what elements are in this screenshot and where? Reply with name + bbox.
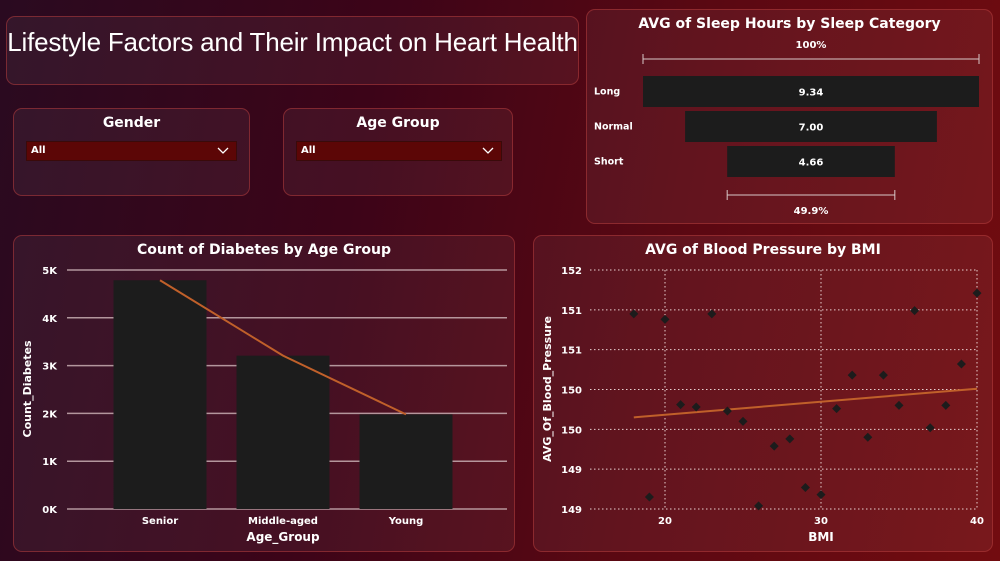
scatter-point [660, 314, 670, 324]
scatter-point [863, 432, 873, 442]
scatter-point [644, 492, 654, 502]
funnel-top-percent: 100% [796, 40, 827, 51]
scatter-x-tick-label: 40 [970, 516, 984, 527]
gender-selected-value: All [31, 145, 46, 156]
scatter-point [878, 370, 888, 380]
scatter-y-tick-label: 150 [561, 425, 582, 436]
scatter-point [956, 359, 966, 369]
bar-overlay-line [159, 279, 407, 416]
scatter-y-tick-label: 151 [561, 306, 582, 317]
scatter-point [722, 406, 732, 416]
bar-y-tick-label: 4K [42, 314, 58, 325]
gender-slicer: Gender All [13, 108, 250, 196]
scatter-x-axis-title: BMI [808, 530, 834, 544]
sleep-funnel-chart: 100% 9.34 Long 7.00 Normal 4.66 Short 49.9% [594, 40, 980, 217]
bar-x-tick-label: Senior [142, 516, 178, 527]
scatter-point [738, 416, 748, 426]
bp-scatter-card: AVG of Blood Pressure by BMI 149 149 150 15… [533, 235, 993, 552]
bar-y-tick-label: 0K [42, 505, 58, 516]
funnel-bottom-percent: 49.9% [794, 206, 829, 217]
title-card: Lifestyle Factors and Their Impact on He… [6, 16, 579, 85]
funnel-bar [643, 76, 979, 107]
scatter-y-tick-label: 149 [561, 505, 582, 516]
scatter-point [785, 434, 795, 444]
bar [236, 355, 330, 509]
scatter-trend-line [633, 387, 978, 419]
bar-y-axis-title: Count_Diabetes [21, 340, 34, 437]
diabetes-chart-title: Count of Diabetes by Age Group [136, 242, 391, 258]
bar-y-tick-label: 5K [42, 266, 58, 277]
chevron-down-icon [482, 147, 494, 154]
scatter-point [676, 400, 686, 410]
scatter-x-tick-label: 30 [814, 516, 828, 527]
scatter-point [832, 404, 842, 414]
age-group-dropdown[interactable]: All [296, 141, 502, 161]
scatter-point [707, 309, 717, 319]
bar-y-tick-label: 2K [42, 409, 58, 420]
scatter-point [816, 490, 826, 500]
scatter-y-tick-label: 151 [561, 346, 582, 357]
chevron-down-icon [217, 147, 229, 154]
scatter-y-tick-label: 152 [561, 266, 582, 277]
age-group-selected-value: All [301, 145, 316, 156]
funnel-value-label: 7.00 [799, 123, 824, 134]
gender-slicer-label: Gender [102, 115, 161, 131]
gender-dropdown[interactable]: All [26, 141, 237, 161]
scatter-y-tick-label: 149 [561, 465, 582, 476]
diabetes-bar-card: Count of Diabetes by Age Group 0K 1K 2K 3K 4… [13, 235, 515, 552]
funnel-category-label: Short [594, 157, 624, 168]
diabetes-bar-chart: 0K 1K 2K 3K 4K 5K Senior Middle-aged Young Age_Gr… [21, 266, 507, 545]
scatter-y-tick-label: 150 [561, 386, 582, 397]
scatter-point [769, 441, 779, 451]
bar-y-tick-label: 3K [42, 362, 58, 373]
scatter-point [691, 402, 701, 412]
scatter-point [847, 370, 857, 380]
bar [359, 414, 453, 509]
scatter-point [910, 306, 920, 316]
scatter-point [894, 400, 904, 410]
bar [113, 280, 207, 509]
bar-x-axis-title: Age_Group [246, 530, 320, 545]
funnel-category-label: Long [594, 87, 620, 98]
scatter-point [800, 482, 810, 492]
bar-x-tick-label: Middle-aged [248, 516, 318, 527]
scatter-point [629, 309, 639, 319]
page-title: Lifestyle Factors and Their Impact on He… [7, 27, 578, 57]
scatter-point [754, 501, 764, 511]
sleep-funnel-title: AVG of Sleep Hours by Sleep Category [638, 16, 941, 32]
scatter-point [972, 288, 982, 298]
age-group-slicer-label: Age Group [356, 115, 440, 131]
funnel-value-label: 4.66 [799, 158, 824, 169]
funnel-category-label: Normal [594, 122, 633, 133]
sleep-funnel-card: AVG of Sleep Hours by Sleep Category 100… [586, 9, 993, 224]
bar-x-tick-label: Young [388, 516, 424, 527]
bar-y-tick-label: 1K [42, 457, 58, 468]
age-group-slicer: Age Group All [283, 108, 513, 196]
funnel-value-label: 9.34 [799, 88, 824, 99]
scatter-point [925, 423, 935, 433]
bp-scatter-chart: 149 149 150 150 151 151 152 20 30 40 BMI AVG_Of_Blo… [541, 266, 984, 544]
scatter-point [941, 400, 951, 410]
scatter-x-tick-label: 20 [658, 516, 672, 527]
scatter-y-axis-title: AVG_Of_Blood_Pressure [541, 316, 554, 462]
funnel-bar [727, 146, 895, 177]
bp-chart-title: AVG of Blood Pressure by BMI [645, 242, 881, 258]
funnel-bar [685, 111, 937, 142]
